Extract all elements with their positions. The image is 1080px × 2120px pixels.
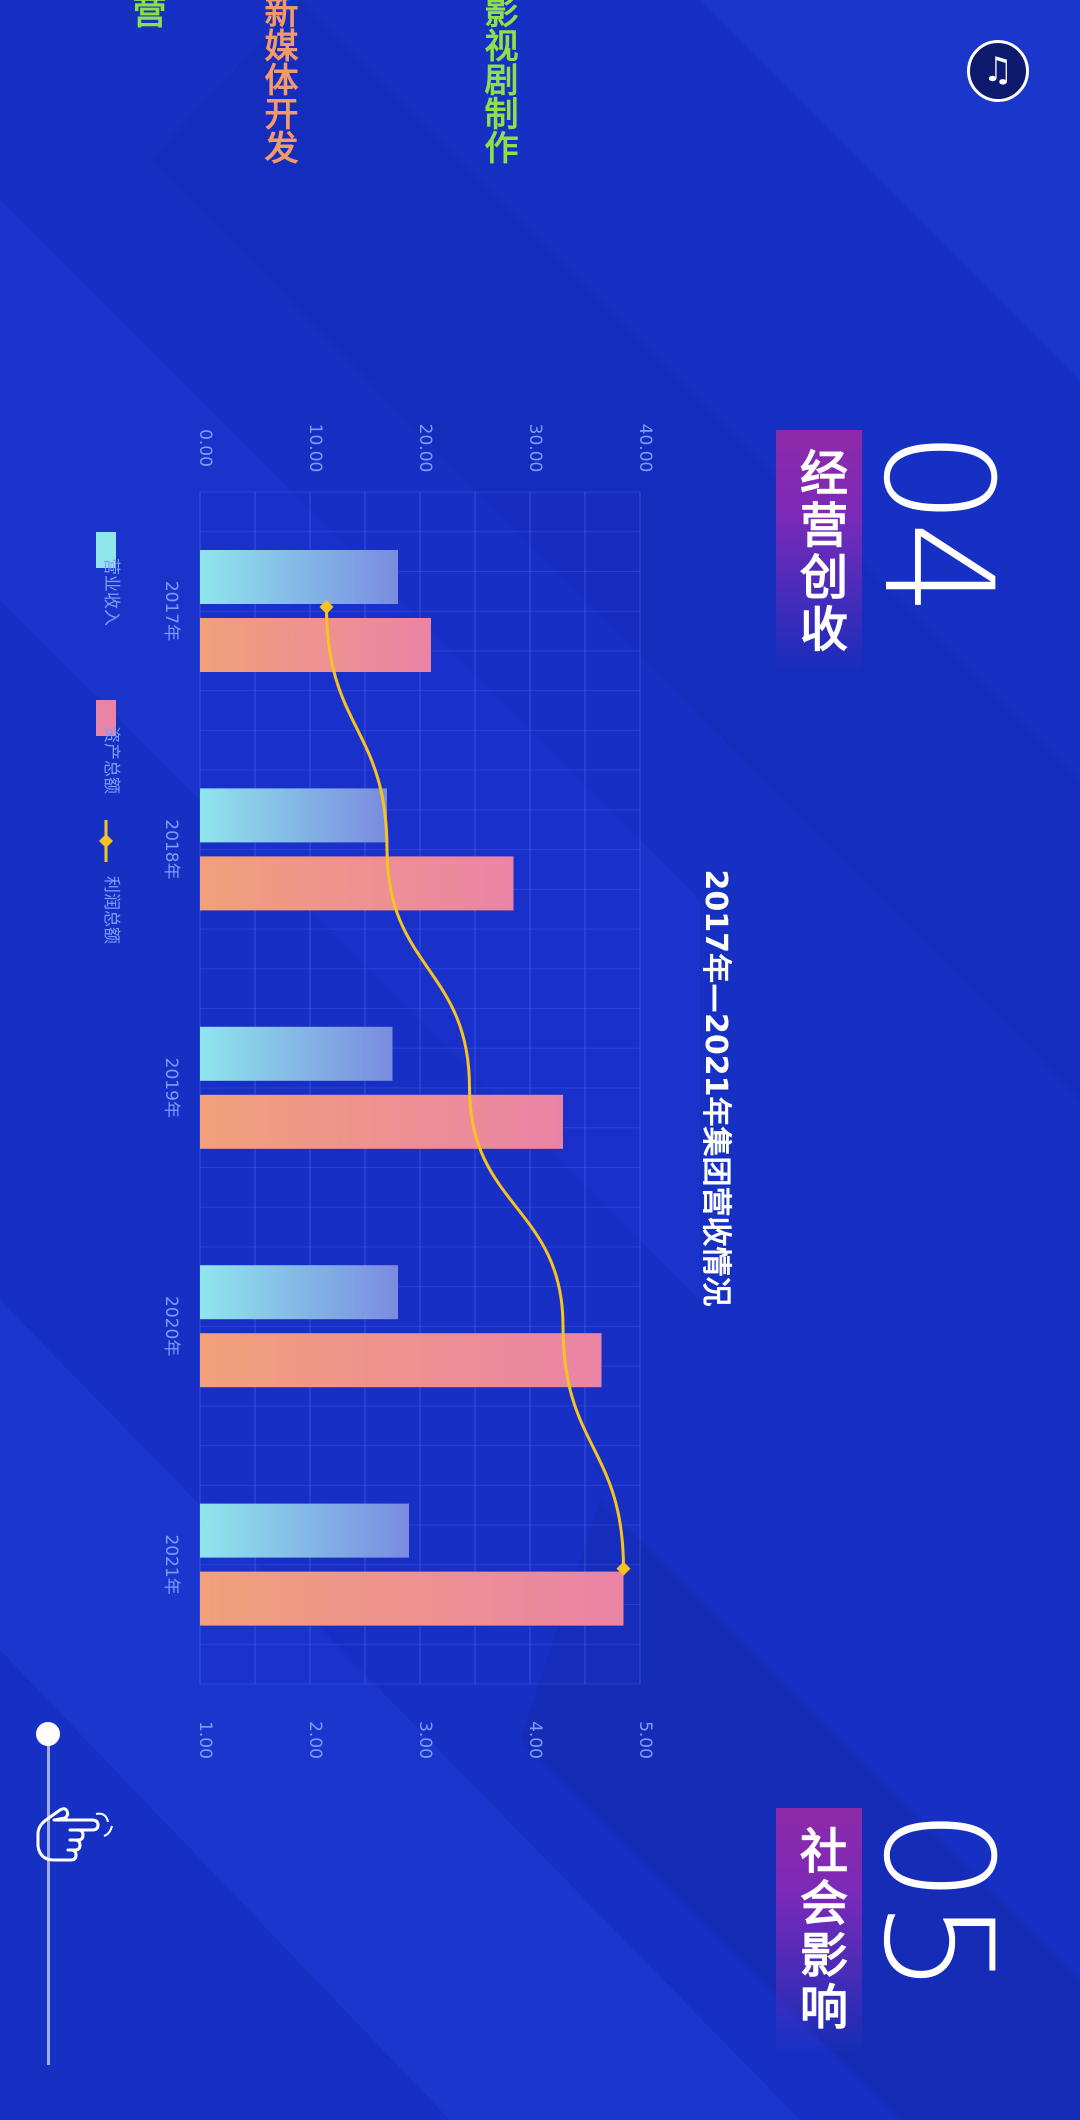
section-number-next: 05	[850, 1808, 1024, 1991]
y-right-tick-label: 3.00	[415, 1721, 435, 1759]
bar-revenue	[200, 550, 398, 604]
legend-label: 资产总额	[101, 726, 121, 794]
bar-assets	[200, 1333, 602, 1388]
y-right-tick-label: 5.00	[635, 1721, 655, 1759]
category-new-media: 新媒体开发	[258, 0, 298, 164]
progress-slider-track[interactable]	[47, 1735, 50, 2065]
bar-assets	[200, 618, 431, 672]
bar-assets	[200, 1094, 563, 1149]
y-right-tick-label: 2.00	[305, 1721, 325, 1759]
x-category-label: 2020年	[161, 1296, 181, 1356]
profit-point-marker	[616, 1561, 631, 1576]
legend-label: 利润总额	[101, 876, 121, 944]
y-right-tick-label: 1.00	[195, 1721, 215, 1759]
category-film-production: 影视剧制作	[478, 0, 518, 164]
progress-slider-knob[interactable]	[36, 1722, 60, 1746]
section-number-current: 04	[850, 430, 1024, 613]
bar-revenue	[200, 1265, 398, 1320]
profit-line	[325, 606, 625, 1569]
legend-swatch-revenue	[96, 532, 116, 568]
y-left-tick-label: 30.00	[525, 424, 545, 473]
pointer-hand-icon	[36, 1807, 113, 1862]
y-left-tick-label: 20.00	[415, 424, 435, 473]
category-operation: 营	[126, 0, 166, 28]
y-right-tick-label: 4.00	[525, 1721, 545, 1759]
x-category-label: 2021年	[161, 1534, 181, 1594]
y-left-tick-label: 10.00	[305, 424, 325, 473]
legend-label: 营业收入	[101, 558, 121, 626]
legend-swatch-assets	[96, 700, 116, 736]
bar-revenue	[200, 1503, 409, 1558]
bar-assets	[200, 1571, 624, 1626]
y-left-tick-label: 40.00	[635, 424, 655, 473]
bar-revenue	[200, 788, 387, 843]
bar-assets	[200, 856, 514, 911]
music-note-icon[interactable]: ♫	[967, 40, 1029, 102]
section-title-current[interactable]: 经营创收	[776, 430, 862, 674]
legend-marker-profit	[99, 834, 113, 848]
chart-title: 2017年—2021年集团营收情况	[698, 870, 733, 1307]
x-category-label: 2017年	[161, 581, 181, 641]
x-category-label: 2018年	[161, 819, 181, 879]
profit-point-marker	[319, 600, 334, 614]
y-left-tick-label: 0.00	[195, 429, 215, 467]
bar-revenue	[200, 1026, 393, 1081]
section-title-next[interactable]: 社会影响	[776, 1808, 862, 2052]
x-category-label: 2019年	[161, 1058, 181, 1118]
